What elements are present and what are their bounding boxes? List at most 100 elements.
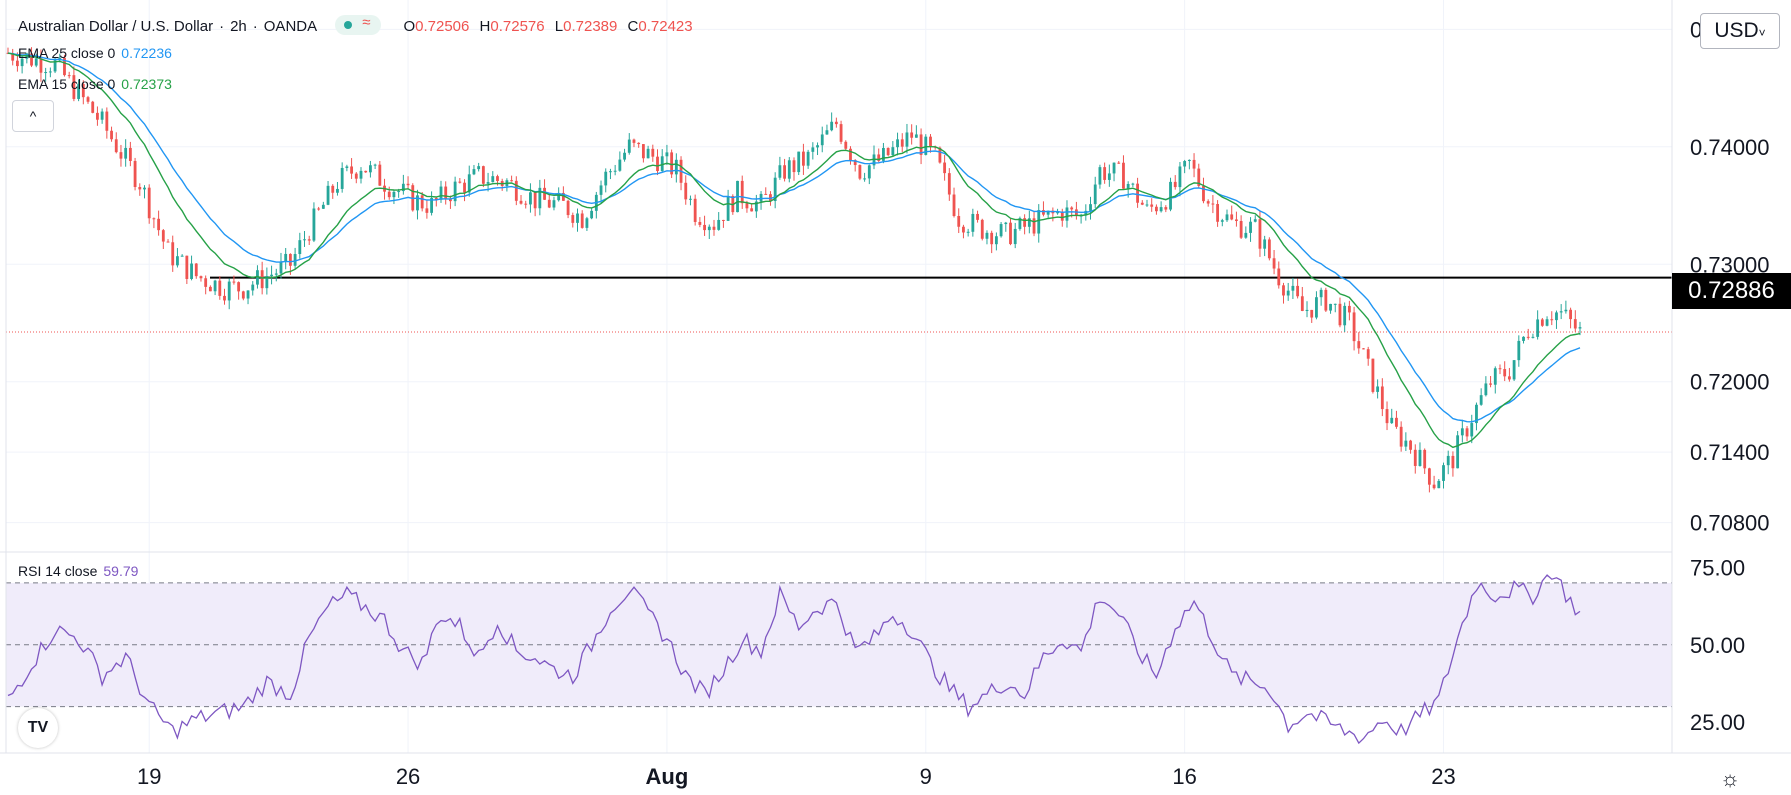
candle-body bbox=[39, 58, 43, 73]
candle-body bbox=[519, 200, 523, 204]
candle-body bbox=[985, 232, 989, 239]
candle-body bbox=[802, 151, 805, 166]
candle-body bbox=[1479, 395, 1483, 405]
candle-body bbox=[1540, 319, 1544, 326]
candle-body bbox=[124, 147, 128, 159]
candle-body bbox=[1385, 409, 1389, 424]
time-tick-label: 19 bbox=[137, 764, 161, 789]
candle-body bbox=[373, 164, 377, 166]
candle-body bbox=[943, 162, 947, 174]
candle-body bbox=[919, 134, 923, 155]
candle-body bbox=[825, 130, 829, 135]
candle-body bbox=[623, 152, 626, 160]
candle-body bbox=[1489, 383, 1492, 385]
candle-body bbox=[303, 239, 306, 241]
ema15-legend[interactable]: EMA 15 close 0 0.72373 bbox=[18, 76, 178, 92]
candle-body bbox=[44, 72, 48, 74]
candle-body bbox=[514, 180, 518, 201]
candle-body bbox=[105, 111, 109, 131]
candle-body bbox=[86, 97, 90, 102]
collapse-legend-button[interactable]: ^ bbox=[12, 100, 54, 132]
candle-body bbox=[891, 147, 895, 156]
candle-body bbox=[430, 198, 434, 213]
candle-body bbox=[1409, 440, 1412, 450]
candle-body bbox=[340, 167, 344, 189]
candle-body bbox=[67, 75, 71, 77]
candle-body bbox=[721, 219, 725, 221]
candle-body bbox=[63, 57, 66, 76]
candle-body bbox=[754, 201, 758, 212]
candle-body bbox=[1225, 214, 1229, 221]
candle-body bbox=[566, 200, 570, 216]
candle-body bbox=[218, 280, 222, 296]
rsi-legend[interactable]: RSI 14 close 59.79 bbox=[18, 563, 144, 579]
rsi-axis: 75.00 50.00 25.00 bbox=[1690, 555, 1745, 735]
candle-body bbox=[227, 281, 231, 301]
candle-body bbox=[1098, 167, 1102, 185]
candle-body bbox=[1366, 349, 1370, 359]
candle-body bbox=[1319, 289, 1323, 298]
candle-body bbox=[1013, 228, 1017, 245]
candle-body bbox=[190, 263, 193, 279]
candle-body bbox=[204, 278, 208, 287]
candle-body bbox=[467, 174, 471, 193]
candle-body bbox=[1018, 218, 1022, 229]
candle-body bbox=[783, 165, 786, 179]
candle-body bbox=[816, 145, 819, 148]
candle-body bbox=[1206, 201, 1210, 204]
time-tick-label: 9 bbox=[920, 764, 932, 789]
candle-body bbox=[1145, 204, 1149, 206]
candle-body bbox=[910, 132, 914, 138]
candle-body bbox=[1333, 303, 1337, 305]
candle-body bbox=[444, 186, 448, 200]
candle-body bbox=[1192, 159, 1196, 169]
candle-body bbox=[251, 284, 255, 291]
candle-body bbox=[486, 182, 490, 184]
rsi-tick-label: 25.00 bbox=[1690, 710, 1745, 735]
candle-body bbox=[1347, 305, 1351, 313]
candle-body bbox=[1522, 336, 1525, 341]
market-status-pill[interactable]: ≈ bbox=[335, 14, 382, 35]
candle-body bbox=[1187, 159, 1191, 162]
currency-button[interactable]: USD˅ bbox=[1700, 13, 1780, 49]
candle-body bbox=[279, 261, 283, 274]
time-axis: 19 26 Aug 9 16 23 bbox=[137, 764, 1456, 789]
candle-body bbox=[1136, 183, 1139, 203]
rsi-value: 59.79 bbox=[103, 563, 139, 579]
candle-body bbox=[1493, 368, 1497, 385]
candle-body bbox=[331, 185, 335, 193]
candle-body bbox=[1216, 204, 1220, 222]
candle-body bbox=[1550, 319, 1554, 321]
ema25-legend[interactable]: EMA 25 close 0 0.72236 bbox=[18, 45, 178, 61]
candle-body bbox=[609, 171, 612, 173]
candle-body bbox=[1027, 218, 1031, 227]
candle-body bbox=[571, 215, 575, 223]
candle-body bbox=[1296, 285, 1300, 297]
symbol-legend: Australian Dollar / U.S. Dollar · 2h · OANDA… bbox=[18, 14, 693, 35]
candle-body bbox=[354, 173, 358, 179]
time-tick-label: Aug bbox=[646, 764, 689, 789]
candle-body bbox=[77, 84, 81, 99]
settings-gear-icon[interactable]: ☼ bbox=[1720, 766, 1741, 791]
candle-body bbox=[585, 218, 589, 228]
candle-body bbox=[288, 253, 292, 266]
candle-body bbox=[208, 286, 212, 292]
tradingview-logo-icon[interactable]: TV bbox=[18, 708, 58, 748]
candle-body bbox=[439, 186, 443, 200]
candle-body bbox=[1564, 309, 1568, 312]
ohlc-close: 0.72423 bbox=[638, 18, 693, 35]
grid-lines bbox=[6, 0, 1672, 753]
time-tick-label: 26 bbox=[396, 764, 420, 789]
candle-body bbox=[364, 170, 368, 173]
candle-body bbox=[806, 151, 810, 166]
candle-body bbox=[1154, 206, 1158, 212]
candle-body bbox=[143, 187, 146, 190]
candle-body bbox=[1324, 289, 1328, 311]
candle-body bbox=[1423, 449, 1427, 469]
candle-body bbox=[792, 160, 796, 173]
candle-body bbox=[863, 178, 867, 180]
candle-body bbox=[1395, 417, 1398, 427]
candle-body bbox=[1042, 210, 1045, 215]
candle-body bbox=[1291, 285, 1295, 291]
